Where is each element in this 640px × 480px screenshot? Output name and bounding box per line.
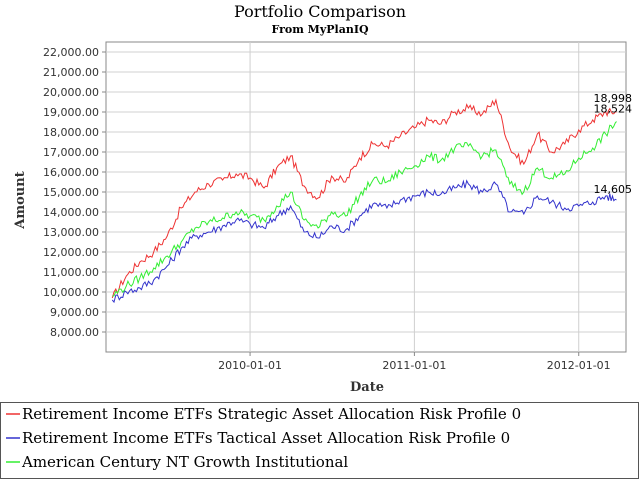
y-tick-label: 12,000.00	[43, 246, 99, 259]
y-tick-label: 9,000.00	[50, 306, 99, 319]
legend-entry: American Century NT Growth Institutional	[21, 453, 348, 471]
series-end-label: 14,605	[594, 183, 633, 196]
y-tick-label: 21,000.00	[43, 66, 99, 79]
y-tick-label: 18,000.00	[43, 126, 99, 139]
series-end-label: 18,998	[594, 92, 633, 105]
y-tick-label: 17,000.00	[43, 146, 99, 159]
y-tick-label: 10,000.00	[43, 286, 99, 299]
x-axis-title: Date	[350, 380, 384, 395]
y-tick-label: 8,000.00	[50, 326, 99, 339]
legend-entry: Retirement Income ETFs Tactical Asset Al…	[22, 429, 510, 447]
y-tick-label: 13,000.00	[43, 226, 99, 239]
x-tick-label: 2011-01-01	[382, 359, 446, 372]
legend-box	[0, 402, 639, 479]
plot-background	[105, 41, 627, 353]
y-tick-label: 16,000.00	[43, 166, 99, 179]
chart-title: Portfolio Comparison	[234, 2, 406, 21]
y-tick-label: 20,000.00	[43, 86, 99, 99]
y-tick-label: 19,000.00	[43, 106, 99, 119]
series-line	[112, 121, 617, 297]
x-tick-label: 2012-01-01	[547, 359, 611, 372]
plot-area: 8,000.00 9,000.00 10,000.00 11,000.00 12,000…	[43, 41, 633, 372]
legend: Retirement Income ETFs Strategic Asset A…	[0, 402, 639, 479]
y-tick-label: 22,000.00	[43, 46, 99, 59]
y-tick-label: 15,000.00	[43, 186, 99, 199]
series-end-label: 18,524	[594, 103, 633, 116]
y-axis-title: Amount	[13, 171, 28, 229]
legend-entry: Retirement Income ETFs Strategic Asset A…	[22, 405, 521, 423]
x-tick-label: 2010-01-01	[218, 359, 282, 372]
series-line	[111, 98, 617, 299]
y-tick-label: 14,000.00	[43, 206, 99, 219]
y-tick-label: 11,000.00	[43, 266, 99, 279]
series-line	[111, 179, 617, 304]
chart-subtitle: From MyPlanIQ	[271, 23, 369, 36]
